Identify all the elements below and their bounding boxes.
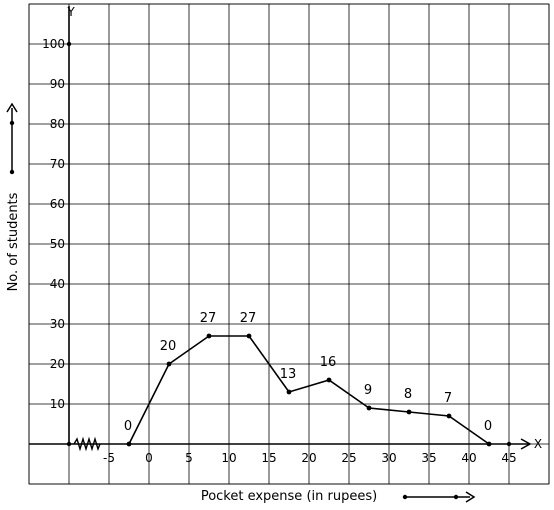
series-line — [128, 335, 490, 445]
plot-border — [28, 3, 550, 485]
data-label: 27 — [200, 311, 217, 326]
x-axis-arrow-icon — [520, 438, 532, 450]
data-point — [126, 441, 132, 447]
y-tick-label: 60 — [50, 197, 65, 211]
data-label: 8 — [404, 387, 412, 402]
data-point — [286, 389, 292, 395]
x-tick-label: 30 — [381, 451, 396, 465]
x-axis-end-point — [506, 441, 512, 447]
y-tick-label: 80 — [50, 117, 65, 131]
y-axis-title: No. of students — [6, 192, 21, 291]
data-label: 16 — [320, 355, 337, 370]
x-tick-label: -5 — [103, 451, 115, 465]
x-axis-title: Pocket expense (in rupees) — [201, 489, 377, 504]
origin-point — [66, 441, 72, 447]
data-point — [486, 441, 492, 447]
y-tick-label: 30 — [50, 317, 65, 331]
axis-break-zigzag-icon — [73, 436, 101, 452]
data-point — [326, 377, 332, 383]
x-tick-label: 45 — [501, 451, 516, 465]
data-label: 20 — [160, 339, 177, 354]
grid — [28, 3, 550, 485]
y-tick-label: 40 — [50, 277, 65, 291]
y-axis-top-point — [66, 41, 72, 47]
x-tick-label: 35 — [421, 451, 436, 465]
y-tick-label: 10 — [50, 397, 65, 411]
axes — [29, 6, 532, 450]
data-label: 27 — [240, 311, 257, 326]
y-scale-marker-icon — [6, 102, 18, 175]
data-label: 9 — [364, 383, 372, 398]
x-tick-label: 10 — [221, 451, 236, 465]
data-point — [166, 361, 172, 367]
x-tick-label: 20 — [301, 451, 316, 465]
data-label: 7 — [444, 391, 452, 406]
y-tick-label: 20 — [50, 357, 65, 371]
y-tick-label: 70 — [50, 157, 65, 171]
data-point — [246, 333, 252, 339]
y-axis-letter: Y — [66, 5, 75, 19]
x-scale-marker-icon — [402, 491, 476, 503]
x-tick-label: 0 — [145, 451, 153, 465]
x-tick-label: 5 — [185, 451, 193, 465]
y-tick-label: 50 — [50, 237, 65, 251]
data-point — [366, 405, 372, 411]
x-tick-label: 25 — [341, 451, 356, 465]
y-tick-label: 90 — [50, 77, 65, 91]
y-tick-label: 100 — [42, 37, 65, 51]
x-tick-label: 15 — [261, 451, 276, 465]
data-label: 13 — [280, 367, 297, 382]
x-axis-letter: X — [534, 437, 542, 451]
data-point — [206, 333, 212, 339]
tick-labels: -5 0 5 10 15 20 25 30 35 40 4510203040506070809010… — [42, 37, 517, 465]
data-label: 0 — [124, 419, 132, 434]
data-label: 0 — [484, 419, 492, 434]
series — [126, 333, 492, 447]
data-point — [446, 413, 452, 419]
x-tick-label: 40 — [461, 451, 476, 465]
data-labels: 0 20 27 27 13 16 9 8 7 0 — [124, 311, 492, 434]
data-point — [406, 409, 412, 415]
